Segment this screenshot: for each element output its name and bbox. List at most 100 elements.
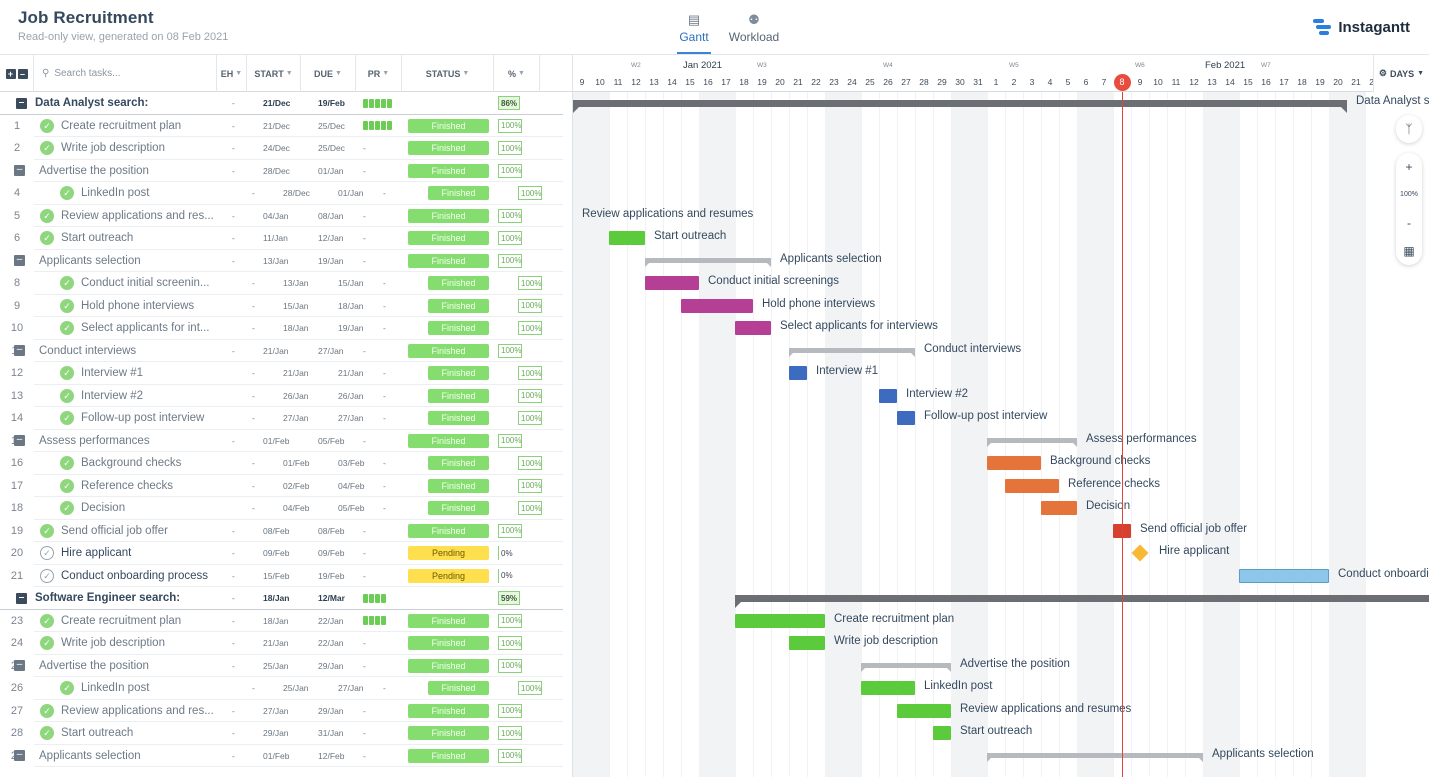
zoom-in-button[interactable]: +: [1405, 160, 1413, 174]
checkmark-icon[interactable]: ✓: [40, 208, 54, 223]
task-name-cell[interactable]: – Applicants selection: [14, 745, 214, 768]
table-row[interactable]: 1 ✓ Create recruitment plan - 21/Dec 25/Dec Fi…: [0, 115, 572, 138]
column-percent[interactable]: % ▼: [494, 55, 540, 92]
table-row[interactable]: 18 ✓ Decision - 04/Feb 05/Feb - Finished 100%: [0, 497, 572, 520]
checkmark-icon[interactable]: ✓: [60, 456, 74, 471]
task-bar[interactable]: [879, 388, 897, 403]
summary-bar[interactable]: [645, 257, 771, 267]
task-bar[interactable]: [987, 456, 1041, 470]
search-box[interactable]: ⚲ Search tasks...: [34, 55, 217, 92]
status-badge[interactable]: Finished: [428, 501, 489, 516]
collapse-icon[interactable]: –: [14, 660, 25, 672]
task-bar[interactable]: [1005, 478, 1059, 493]
tab-gantt[interactable]: ▤ Gantt: [659, 12, 729, 54]
task-bar[interactable]: [1239, 568, 1329, 583]
table-row[interactable]: 8 ✓ Conduct initial screenin... - 13/Jan 15/J…: [0, 272, 572, 295]
task-name-cell[interactable]: – Conduct interviews: [14, 340, 214, 363]
task-name-cell[interactable]: ✓ Interview #2: [60, 385, 216, 408]
collapse-all-icon[interactable]: –: [17, 68, 28, 79]
summary-bar[interactable]: [987, 437, 1077, 447]
task-name-cell[interactable]: ✓ Background checks: [60, 452, 216, 475]
table-row[interactable]: 9 ✓ Hold phone interviews - 15/Jan 18/Jan - Fin…: [0, 295, 572, 318]
table-row[interactable]: 15–Assess performances-01/Feb05/Feb-Fini…: [0, 430, 572, 453]
task-name-cell[interactable]: ✓ Hire applicant: [40, 542, 216, 565]
column-pr[interactable]: PR ▼: [356, 55, 402, 92]
task-bar[interactable]: [789, 366, 807, 380]
table-row[interactable]: 5 ✓ Review applications and res... - 04/Jan 0…: [0, 205, 572, 228]
task-bar[interactable]: [1041, 501, 1077, 515]
filter-icon[interactable]: ▼: [382, 70, 390, 77]
task-name-cell[interactable]: ✓ Start outreach: [40, 227, 216, 250]
table-row[interactable]: 29–Applicants selection-01/Feb12/Feb-Fin…: [0, 745, 572, 768]
status-badge[interactable]: Finished: [408, 163, 489, 178]
table-row[interactable]: 10 ✓ Select applicants for int... - 18/Jan 19…: [0, 317, 572, 340]
task-name-cell[interactable]: – Data Analyst search:: [16, 92, 216, 115]
filter-icon[interactable]: ▼: [518, 70, 525, 77]
dependencies-button[interactable]: ᛉ: [1396, 115, 1422, 143]
collapse-icon[interactable]: –: [14, 165, 25, 177]
table-row[interactable]: 3–Advertise the position-28/Dec01/Jan-Fi…: [0, 160, 572, 183]
task-name-cell[interactable]: ✓ Review applications and res...: [40, 205, 216, 228]
task-name-cell[interactable]: ✓ Follow-up post interview: [60, 407, 216, 430]
task-name-cell[interactable]: ✓ Review applications and res...: [40, 700, 216, 723]
zoom-out-button[interactable]: -: [1407, 216, 1411, 230]
task-bar[interactable]: [789, 636, 825, 650]
task-name-cell[interactable]: ✓ LinkedIn post: [60, 182, 216, 205]
task-name-cell[interactable]: – Applicants selection: [14, 250, 214, 273]
status-badge[interactable]: Finished: [408, 141, 489, 156]
status-badge[interactable]: Pending: [408, 568, 489, 583]
task-name-cell[interactable]: ✓ Write job description: [40, 632, 216, 655]
status-badge[interactable]: Finished: [428, 456, 489, 471]
checkmark-icon[interactable]: ✓: [60, 411, 74, 426]
status-badge[interactable]: Finished: [428, 681, 489, 696]
status-badge[interactable]: Finished: [428, 186, 489, 201]
task-bar[interactable]: [735, 321, 771, 335]
table-row[interactable]: 19 ✓ Send official job offer - 08/Feb 08/Feb -…: [0, 520, 572, 543]
checkmark-icon[interactable]: ✓: [60, 478, 74, 493]
collapse-icon[interactable]: –: [14, 345, 25, 357]
checkmark-icon[interactable]: ✓: [40, 118, 54, 133]
task-name-cell[interactable]: ✓ Create recruitment plan: [40, 115, 216, 138]
column-due[interactable]: DUE ▼: [301, 55, 356, 92]
table-row[interactable]: 16 ✓ Background checks - 01/Feb 03/Feb - Finish…: [0, 452, 572, 475]
task-name-cell[interactable]: ✓ Conduct initial screenin...: [60, 272, 216, 295]
summary-bar[interactable]: [987, 752, 1203, 762]
status-badge[interactable]: Finished: [428, 276, 489, 291]
scale-button[interactable]: ⚙ DAYS ▼: [1373, 55, 1429, 92]
task-bar[interactable]: [897, 703, 951, 718]
collapse-icon[interactable]: –: [14, 435, 25, 447]
checkmark-icon[interactable]: ✓: [60, 388, 74, 403]
task-bar[interactable]: [735, 613, 825, 628]
table-row[interactable]: 26 ✓ LinkedIn post - 25/Jan 27/Jan - Finished 10…: [0, 677, 572, 700]
task-name-cell[interactable]: ✓ LinkedIn post: [60, 677, 216, 700]
checkmark-icon[interactable]: ✓: [60, 681, 74, 696]
status-badge[interactable]: Finished: [408, 636, 489, 651]
task-bar[interactable]: [897, 411, 915, 425]
status-badge[interactable]: Finished: [408, 433, 489, 448]
task-bar[interactable]: [681, 298, 753, 313]
filter-icon[interactable]: ▼: [462, 70, 470, 77]
status-badge[interactable]: Finished: [408, 231, 489, 246]
checkmark-icon[interactable]: ✓: [60, 366, 74, 381]
filter-icon[interactable]: ▼: [335, 70, 342, 77]
status-badge[interactable]: Finished: [408, 343, 489, 358]
group-row[interactable]: – Software Engineer search: - 18/Jan 12/Mar 5…: [0, 587, 572, 610]
table-row[interactable]: 11–Conduct interviews-21/Jan27/Jan-Finis…: [0, 340, 572, 363]
column-eh[interactable]: EH ▼: [217, 55, 247, 92]
task-name-cell[interactable]: ✓ Interview #1: [60, 362, 216, 385]
checkmark-icon[interactable]: ✓: [60, 298, 74, 313]
table-row[interactable]: 7–Applicants selection-13/Jan19/Jan-Fini…: [0, 250, 572, 273]
collapse-icon[interactable]: –: [14, 750, 25, 762]
table-row[interactable]: 20 ✓ Hire applicant - 09/Feb 09/Feb - Pending 0%: [0, 542, 572, 565]
status-badge[interactable]: Finished: [408, 613, 489, 628]
task-name-cell[interactable]: ✓ Create recruitment plan: [40, 610, 216, 633]
status-badge[interactable]: Pending: [408, 546, 489, 561]
task-bar[interactable]: [861, 681, 915, 695]
group-row[interactable]: – Data Analyst search: - 21/Dec 19/Feb 86%: [0, 92, 572, 115]
expand-all-icon[interactable]: +: [5, 68, 16, 79]
collapse-icon[interactable]: –: [16, 97, 27, 109]
table-row[interactable]: 14 ✓ Follow-up post interview - 27/Jan 27/Jan…: [0, 407, 572, 430]
parent-summary-bar[interactable]: [573, 100, 1347, 113]
task-name-cell[interactable]: ✓ Decision: [60, 497, 216, 520]
status-badge[interactable]: Finished: [428, 388, 489, 403]
